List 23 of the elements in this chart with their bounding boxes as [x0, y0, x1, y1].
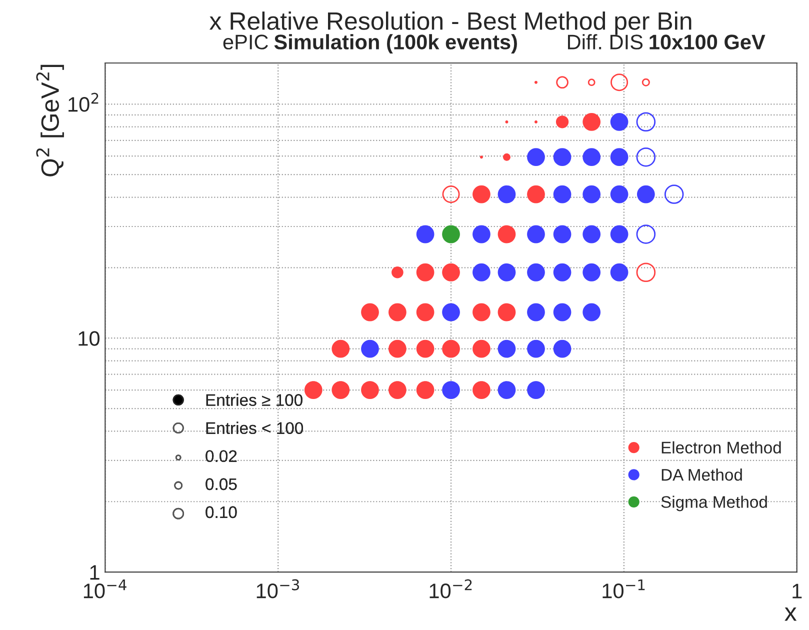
chart-title: x Relative Resolution - Best Method per Bin	[210, 12, 692, 35]
annotation: Entries < 100	[206, 422, 304, 434]
legend-label: Sigma Method	[661, 496, 767, 512]
x-tick-label: 1	[792, 584, 802, 598]
text: ePIC	[223, 34, 268, 50]
legend-label: 0.10	[206, 506, 237, 518]
y-tick-label: 1	[90, 565, 100, 580]
text: 10x100 GeV	[650, 34, 766, 50]
y-axis-title: Q$^{2}$ [GeV$^{2}$]	[36, 64, 64, 176]
x-tick-label: 10$^{−4}$	[84, 580, 126, 598]
y-tick-label: 10$^{2}$	[68, 92, 98, 112]
legend-label: 0.02	[206, 450, 237, 462]
x-tick-label: 10$^{−3}$	[256, 579, 299, 598]
text: Simulation (100k events)	[274, 34, 517, 54]
y-tick-label: 10	[78, 331, 100, 346]
x-tick-label: 10$^{−2}$	[430, 579, 472, 598]
x-axis-title: x	[784, 607, 797, 621]
annotation: Entries ≥ 100	[206, 394, 302, 406]
legend-label: 0.05	[206, 478, 237, 490]
legend-label: Electron Method	[662, 441, 781, 454]
legend-label: DA Method	[662, 468, 742, 481]
text: Diff. DIS	[568, 34, 643, 50]
x-tick-label: 10$^{−1}$	[602, 580, 645, 598]
